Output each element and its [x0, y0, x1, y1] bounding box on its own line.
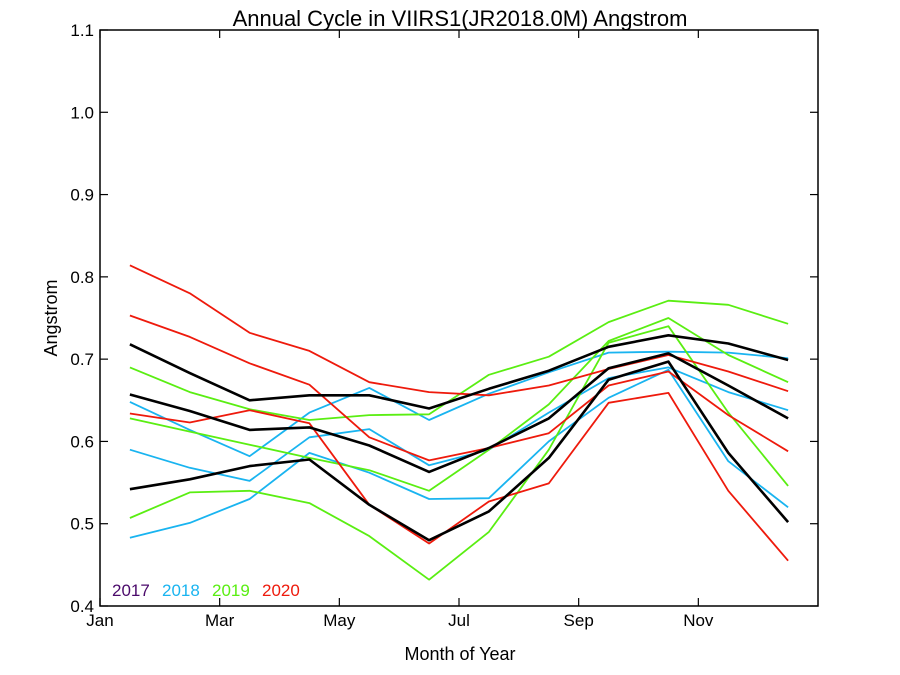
- series-line-2: [129, 366, 789, 482]
- x-tick-label: Sep: [564, 611, 594, 630]
- series-line-5: [129, 317, 789, 492]
- legend-item-2017: 2017: [112, 581, 150, 600]
- y-tick-label: 0.6: [70, 432, 94, 451]
- series-line-1: [129, 350, 789, 458]
- x-tick-label: Nov: [683, 611, 714, 630]
- x-tick-label: May: [323, 611, 356, 630]
- series-line-9: [129, 391, 789, 562]
- x-tick-label: Jul: [448, 611, 470, 630]
- legend-item-2018: 2018: [162, 581, 200, 600]
- y-tick-label: 0.4: [70, 597, 94, 616]
- y-tick-label: 0.9: [70, 186, 94, 205]
- series-line-12: [129, 360, 790, 542]
- x-tick-label: Mar: [205, 611, 235, 630]
- x-axis-label: Month of Year: [404, 644, 515, 664]
- series-line-6: [129, 325, 789, 581]
- axes: 0.4 0.5 0.6 0.7 0.8 0.9 1.0 1.1 Jan Mar May Jul Sep N…: [70, 21, 818, 630]
- y-tick-label: 0.8: [70, 268, 94, 287]
- y-tick-label: 0.7: [70, 350, 94, 369]
- y-tick-label: 1.0: [70, 103, 94, 122]
- legend: 2017 2018 2019 2020: [112, 581, 300, 600]
- series-line-10: [129, 333, 789, 410]
- y-axis-label: Angstrom: [41, 279, 61, 356]
- legend-item-2019: 2019: [212, 581, 250, 600]
- chart-title: Annual Cycle in VIIRS1(JR2018.0M) Angstr…: [233, 6, 688, 31]
- y-tick-label: 0.5: [70, 515, 94, 534]
- x-tick-label: Jan: [86, 611, 113, 630]
- series-layer: [129, 264, 790, 581]
- series-line-3: [129, 368, 789, 539]
- legend-item-2020: 2020: [262, 581, 300, 600]
- plot-frame: [99, 29, 819, 607]
- y-tick-label: 1.1: [70, 21, 94, 40]
- series-line-11: [129, 352, 789, 474]
